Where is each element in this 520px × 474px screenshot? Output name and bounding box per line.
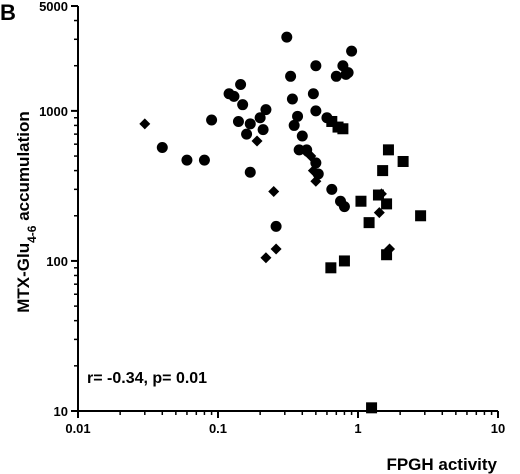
circle-marker xyxy=(254,112,266,124)
tick-labels: 0.01 0.1 1 10 10 100 1000 5000 xyxy=(39,0,505,436)
y-axis-title: MTX-Glu4-6 accumulation xyxy=(14,111,39,313)
circle-marker xyxy=(296,130,308,142)
square-marker xyxy=(415,210,427,222)
axes xyxy=(77,6,498,412)
diamond-marker xyxy=(268,186,280,198)
square-marker xyxy=(355,195,367,207)
circle-marker xyxy=(232,115,244,127)
circle-marker xyxy=(206,114,218,126)
diamond-marker xyxy=(139,118,151,130)
circle-marker xyxy=(310,60,322,72)
y-tick-label: 1000 xyxy=(39,104,68,119)
circle-marker xyxy=(338,201,350,213)
x-tick-label: 1 xyxy=(354,421,361,436)
circle-marker xyxy=(326,183,338,195)
x-tick-label: 10 xyxy=(491,421,505,436)
circle-marker xyxy=(244,118,256,130)
y-axis-title-main: MTX-Glu xyxy=(14,243,33,313)
correlation-annotation: r= -0.34, p= 0.01 xyxy=(87,370,207,387)
y-axis-title-sub: 4-6 xyxy=(25,225,39,243)
circle-marker xyxy=(281,31,293,43)
diamond-marker xyxy=(251,135,263,147)
circle-marker xyxy=(198,154,210,166)
square-marker xyxy=(337,123,349,135)
square-marker xyxy=(381,198,393,210)
circle-marker xyxy=(260,104,272,116)
square-marker xyxy=(377,165,389,177)
y-tick-label: 10 xyxy=(54,404,68,419)
circle-marker xyxy=(228,90,240,102)
diamond-marker xyxy=(260,252,272,264)
circle-marker xyxy=(241,128,253,140)
circle-marker xyxy=(342,67,354,79)
square-marker xyxy=(338,255,350,267)
diamond-marker xyxy=(305,150,317,162)
square-marker xyxy=(397,155,409,167)
circle-marker xyxy=(244,166,256,178)
square-marker xyxy=(363,217,375,229)
circle-marker xyxy=(286,93,298,105)
x-tick-label: 0.1 xyxy=(209,421,227,436)
square-marker xyxy=(382,144,394,156)
circle-marker xyxy=(288,119,300,131)
circle-marker xyxy=(270,220,282,232)
x-tick-label: 0.01 xyxy=(65,421,90,436)
y-tick-label: 5000 xyxy=(39,0,68,14)
circle-marker xyxy=(156,142,168,154)
data-markers xyxy=(139,31,427,414)
circle-marker xyxy=(346,45,358,57)
circle-marker xyxy=(285,70,297,82)
diamond-marker xyxy=(307,165,319,177)
square-marker xyxy=(366,402,378,414)
diamond-marker xyxy=(270,243,282,255)
diamond-marker xyxy=(310,175,322,187)
circle-marker xyxy=(330,70,342,82)
circle-marker xyxy=(292,110,304,122)
panel-label: B xyxy=(0,0,16,25)
circle-marker xyxy=(310,105,322,117)
circle-marker xyxy=(257,124,269,136)
x-axis-title: FPGH activity xyxy=(386,455,497,474)
circle-marker xyxy=(237,99,249,111)
square-marker xyxy=(372,189,384,201)
square-marker xyxy=(326,115,338,127)
diamond-marker xyxy=(373,207,385,219)
circle-marker xyxy=(235,78,247,90)
square-marker xyxy=(325,262,337,274)
circle-marker xyxy=(181,154,193,166)
y-tick-label: 100 xyxy=(46,254,68,269)
y-axis-title-end: accumulation xyxy=(14,111,33,225)
ticks xyxy=(71,5,499,418)
square-marker xyxy=(381,249,393,261)
circle-marker xyxy=(307,88,319,100)
